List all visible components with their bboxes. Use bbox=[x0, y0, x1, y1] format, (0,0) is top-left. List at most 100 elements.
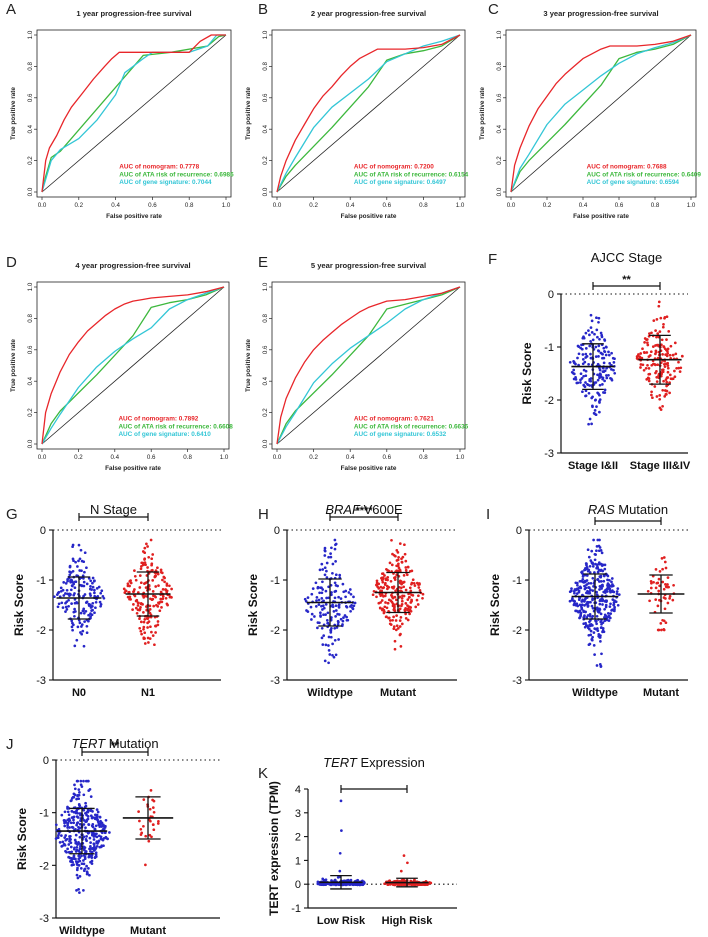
y-tick-label: 0.6 bbox=[27, 93, 34, 102]
data-point bbox=[380, 576, 384, 580]
data-point bbox=[613, 609, 616, 613]
data-point bbox=[386, 578, 389, 582]
x-tick-label: 0.2 bbox=[309, 454, 318, 461]
data-point bbox=[70, 602, 73, 605]
y-tick-label: -1 bbox=[291, 903, 301, 915]
data-point bbox=[165, 582, 169, 586]
data-point bbox=[352, 604, 356, 608]
data-point bbox=[597, 568, 601, 572]
data-point bbox=[89, 809, 92, 812]
data-point bbox=[668, 381, 671, 384]
y-tick-label: -1 bbox=[39, 808, 49, 820]
data-point bbox=[588, 612, 592, 616]
y-tick-label: 0.8 bbox=[27, 62, 34, 71]
data-point bbox=[89, 841, 92, 844]
data-point bbox=[589, 379, 593, 383]
data-point bbox=[658, 394, 662, 397]
data-point bbox=[94, 606, 97, 610]
data-point bbox=[321, 643, 325, 646]
data-point bbox=[69, 845, 73, 849]
data-point bbox=[91, 576, 95, 580]
auc-label-nomogram: AUC of nomogram: 0.7200 bbox=[354, 163, 434, 170]
y-axis-label: Risk Score bbox=[12, 574, 26, 636]
data-point bbox=[605, 376, 609, 380]
x-axis-label: False positive rate bbox=[105, 465, 161, 472]
data-point bbox=[413, 584, 417, 587]
auc-label-ata: AUC of ATA risk of recurrence: 0.6986 bbox=[119, 171, 234, 178]
data-point bbox=[385, 615, 388, 619]
x-axis-label: False positive rate bbox=[573, 213, 629, 220]
data-point bbox=[589, 559, 593, 562]
data-point bbox=[339, 597, 343, 600]
data-point bbox=[398, 633, 402, 637]
data-point bbox=[95, 808, 99, 811]
data-point bbox=[159, 597, 163, 601]
y-tick-label: 0.4 bbox=[27, 124, 34, 133]
data-point bbox=[331, 642, 334, 646]
data-point bbox=[673, 375, 677, 379]
data-point bbox=[579, 614, 582, 618]
data-point bbox=[594, 355, 598, 358]
data-point bbox=[336, 612, 339, 616]
y-tick-label: 1.0 bbox=[496, 30, 503, 39]
data-point bbox=[139, 629, 143, 633]
data-point bbox=[391, 596, 395, 600]
data-point bbox=[608, 362, 612, 365]
x-tick-label: 0.4 bbox=[110, 454, 119, 461]
data-point bbox=[97, 822, 101, 826]
data-point bbox=[138, 819, 141, 823]
data-point bbox=[64, 592, 67, 595]
data-point bbox=[384, 577, 388, 581]
data-point bbox=[72, 815, 76, 819]
data-point bbox=[388, 561, 392, 565]
data-point bbox=[89, 603, 92, 607]
chart-title: N Stage bbox=[90, 502, 137, 517]
data-point bbox=[593, 653, 596, 656]
data-point bbox=[383, 610, 386, 614]
data-point bbox=[147, 839, 151, 843]
data-point bbox=[593, 571, 596, 574]
plot-frame bbox=[36, 281, 230, 450]
y-tick-label: -2 bbox=[512, 625, 522, 637]
data-point bbox=[608, 605, 612, 608]
data-point bbox=[666, 370, 670, 374]
category-label: Low Risk bbox=[317, 915, 366, 927]
data-point bbox=[641, 363, 645, 367]
data-point bbox=[338, 851, 342, 855]
data-point bbox=[80, 623, 84, 626]
data-point bbox=[311, 587, 315, 590]
data-point bbox=[600, 652, 603, 656]
data-point bbox=[662, 323, 665, 326]
data-point bbox=[594, 562, 597, 566]
data-point bbox=[607, 585, 611, 588]
data-point bbox=[77, 543, 81, 547]
data-point bbox=[393, 608, 397, 612]
x-tick-label: 0.0 bbox=[273, 202, 282, 209]
data-point bbox=[616, 587, 620, 590]
data-point bbox=[645, 351, 649, 354]
data-point bbox=[329, 635, 333, 639]
data-point bbox=[160, 600, 164, 604]
data-point bbox=[381, 572, 385, 575]
data-point bbox=[594, 619, 597, 622]
data-point bbox=[349, 609, 352, 613]
data-point bbox=[150, 557, 154, 561]
dot-panel-k: K TERT Expression 4 3 2 1 0 -1 TERT expression (… bbox=[258, 755, 457, 927]
data-point bbox=[334, 883, 338, 887]
data-point bbox=[324, 643, 328, 647]
x-axis-label: False positive rate bbox=[341, 213, 397, 220]
data-point bbox=[387, 616, 390, 620]
data-point bbox=[91, 604, 94, 608]
data-point bbox=[600, 597, 604, 600]
data-point bbox=[598, 607, 601, 611]
data-point bbox=[386, 601, 390, 605]
data-point bbox=[143, 546, 147, 550]
data-point bbox=[580, 607, 584, 611]
data-point bbox=[616, 603, 620, 607]
data-point bbox=[603, 563, 607, 567]
x-tick-label: 0.8 bbox=[419, 454, 428, 461]
data-point bbox=[617, 593, 621, 596]
data-point bbox=[584, 356, 588, 359]
data-point bbox=[589, 313, 593, 317]
data-point bbox=[85, 839, 88, 843]
